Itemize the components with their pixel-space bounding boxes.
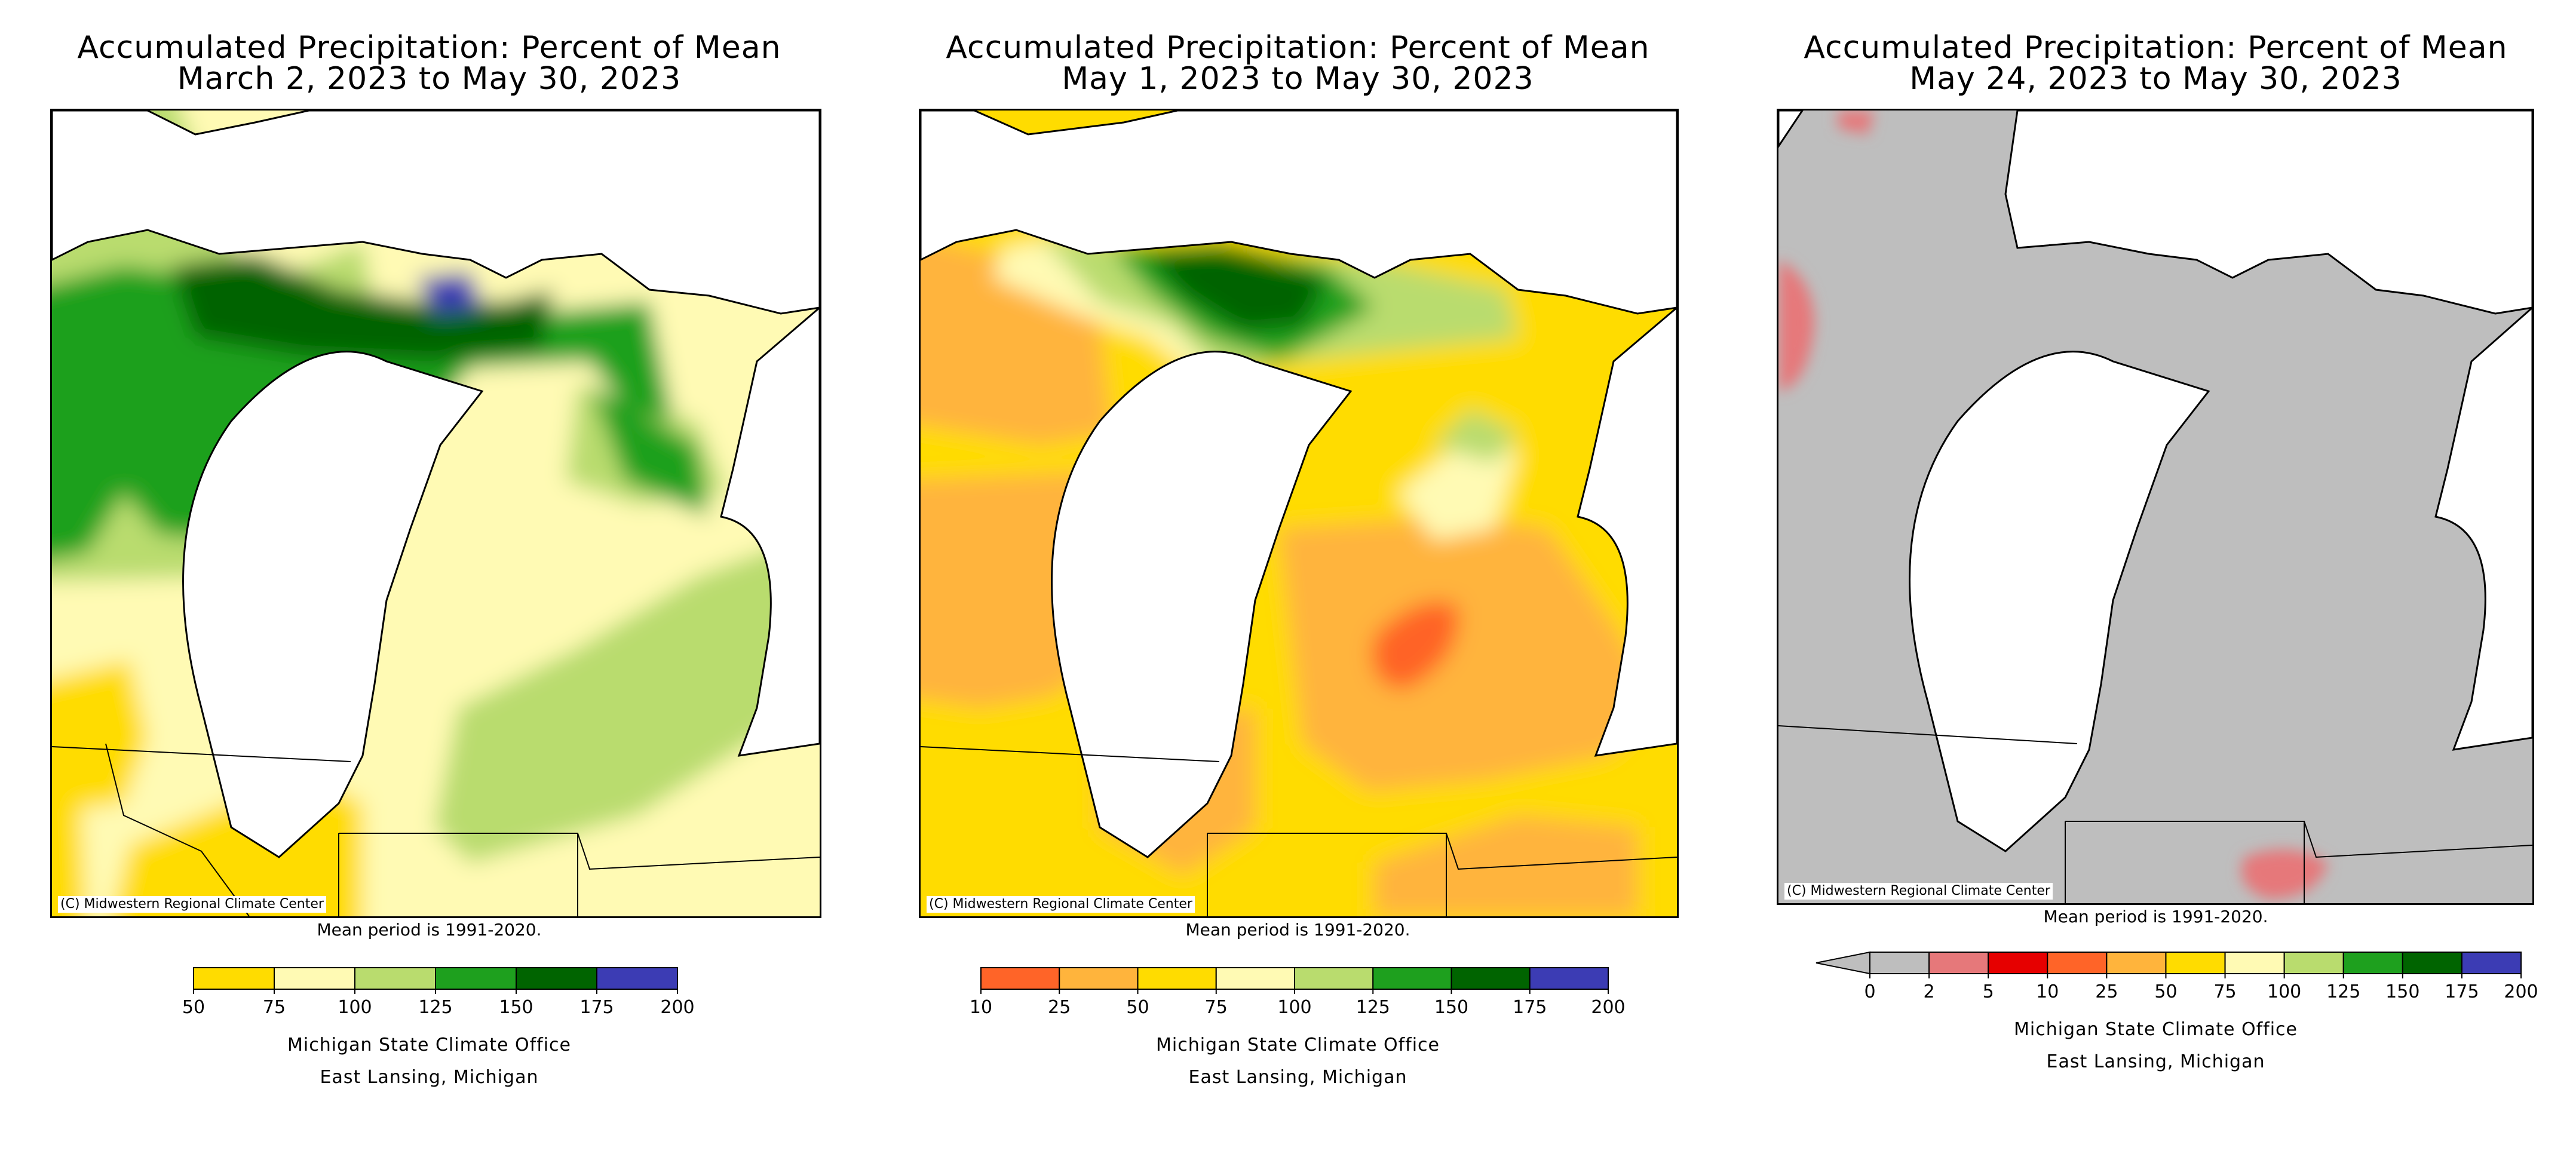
- color-legend: 50 75 100 125 150 175 200: [182, 967, 695, 1027]
- legend-swatch: [2283, 952, 2344, 974]
- office-name: Michigan State Climate Office: [1156, 1035, 1440, 1055]
- legend-tick-label: 125: [1356, 997, 1390, 1018]
- legend-tick-label: 50: [2154, 981, 2177, 1002]
- office-location: East Lansing, Michigan: [320, 1067, 539, 1088]
- legend-arrow: [1816, 951, 1870, 975]
- color-legend: 10 25 50 75 100 125 150 175 200: [970, 967, 1626, 1027]
- legend-tick-label: 75: [2213, 981, 2236, 1002]
- legend-swatch: [980, 967, 1060, 990]
- legend-swatch: [1372, 967, 1452, 990]
- legend-tick-label: 200: [2504, 981, 2538, 1002]
- panel-title: Accumulated Precipitation: Percent of Me…: [1804, 30, 2508, 66]
- legend-swatch: [1450, 967, 1531, 990]
- precip-map: (C) Midwestern Regional Climate Center: [1777, 109, 2534, 905]
- legend-tick-label: 150: [1434, 997, 1468, 1018]
- legend-tick-label: 50: [182, 997, 205, 1018]
- legend-swatch: [596, 967, 678, 990]
- legend-swatch: [193, 967, 275, 990]
- legend-tick-label: 5: [1983, 981, 1994, 1002]
- panel-date-range: March 2, 2023 to May 30, 2023: [177, 61, 682, 97]
- legend-tick-label: 75: [263, 997, 286, 1018]
- panel-title: Accumulated Precipitation: Percent of Me…: [946, 30, 1650, 66]
- copyright-label: (C) Midwestern Regional Climate Center: [58, 896, 326, 913]
- legend-swatch: [274, 967, 355, 990]
- legend-tick-label: 10: [970, 997, 992, 1018]
- legend-tick-label: 100: [2267, 981, 2301, 1002]
- legend-tick-label: 75: [1205, 997, 1228, 1018]
- panel-title: Accumulated Precipitation: Percent of Me…: [77, 30, 781, 66]
- legend-tick-label: 125: [2326, 981, 2360, 1002]
- legend-swatch: [2461, 952, 2522, 974]
- mean-period-note: Mean period is 1991-2020.: [2043, 907, 2268, 926]
- color-legend: 0 2 5 10 25 50 75 100 125 150 175 200: [1810, 951, 2538, 1012]
- legend-swatch: [2342, 952, 2403, 974]
- legend-tick-label: 175: [1513, 997, 1547, 1018]
- legend-tick-label: 50: [1126, 997, 1149, 1018]
- precip-map: (C) Midwestern Regional Climate Center: [919, 109, 1679, 918]
- legend-swatch: [2402, 952, 2462, 974]
- legend-swatch: [1137, 967, 1217, 990]
- precip-map: (C) Midwestern Regional Climate Center: [50, 109, 821, 918]
- legend-swatch: [435, 967, 517, 990]
- map-panel-1: Accumulated Precipitation: Percent of Me…: [0, 0, 858, 1163]
- legend-tick-label: 150: [499, 997, 533, 1018]
- legend-swatch: [2224, 952, 2285, 974]
- legend-tick-label: 175: [2445, 981, 2479, 1002]
- panel-date-range: May 1, 2023 to May 30, 2023: [1062, 61, 1534, 97]
- legend-tick-label: 100: [1277, 997, 1311, 1018]
- legend-swatch: [2106, 952, 2167, 974]
- legend-swatch: [1294, 967, 1374, 990]
- legend-swatch: [2165, 952, 2226, 974]
- legend-tick-label: 100: [338, 997, 372, 1018]
- legend-tick-label: 10: [2036, 981, 2059, 1002]
- legend-tick-label: 125: [418, 997, 452, 1018]
- legend-tick-label: 2: [1924, 981, 1935, 1002]
- legend-swatch: [1869, 952, 1930, 974]
- legend-swatch: [1928, 952, 1989, 974]
- map-panel-2: Accumulated Precipitation: Percent of Me…: [869, 0, 1727, 1163]
- office-location: East Lansing, Michigan: [1188, 1067, 1407, 1088]
- legend-tick-label: 25: [2095, 981, 2118, 1002]
- legend-swatch: [354, 967, 436, 990]
- office-name: Michigan State Climate Office: [2014, 1019, 2298, 1040]
- map-panel-3: Accumulated Precipitation: Percent of Me…: [1726, 0, 2576, 1163]
- copyright-label: (C) Midwestern Regional Climate Center: [1784, 883, 2053, 900]
- legend-swatch: [2047, 952, 2108, 974]
- legend-swatch: [1059, 967, 1139, 990]
- legend-tick-label: 200: [1591, 997, 1625, 1018]
- legend-swatch: [1529, 967, 1609, 990]
- legend-swatch: [1215, 967, 1295, 990]
- office-location: East Lansing, Michigan: [2046, 1051, 2265, 1072]
- mean-period-note: Mean period is 1991-2020.: [1185, 920, 1410, 940]
- legend-swatch: [516, 967, 597, 990]
- legend-tick-label: 0: [1864, 981, 1875, 1002]
- panel-date-range: May 24, 2023 to May 30, 2023: [1909, 61, 2402, 97]
- legend-tick-label: 200: [660, 997, 694, 1018]
- legend-tick-label: 175: [579, 997, 614, 1018]
- legend-tick-label: 25: [1048, 997, 1071, 1018]
- office-name: Michigan State Climate Office: [287, 1035, 571, 1055]
- copyright-label: (C) Midwestern Regional Climate Center: [927, 896, 1195, 913]
- legend-tick-label: 150: [2385, 981, 2419, 1002]
- mean-period-note: Mean period is 1991-2020.: [317, 920, 542, 940]
- legend-swatch: [1988, 952, 2048, 974]
